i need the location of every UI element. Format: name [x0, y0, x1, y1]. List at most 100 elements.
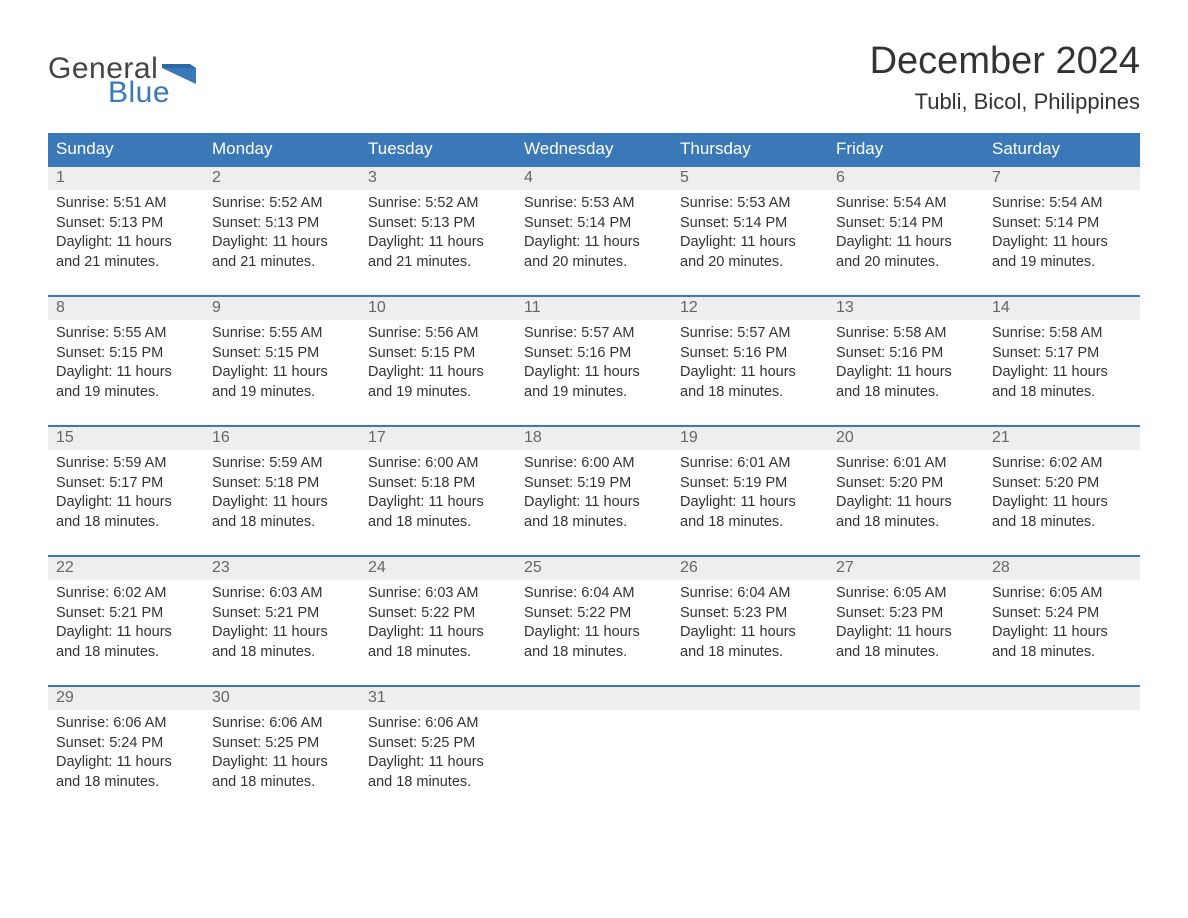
day-body: Sunrise: 6:02 AMSunset: 5:20 PMDaylight:… — [984, 450, 1140, 540]
day-body: Sunrise: 6:03 AMSunset: 5:21 PMDaylight:… — [204, 580, 360, 670]
day-number: 24 — [360, 557, 516, 580]
daylight-line-1: Daylight: 11 hours — [524, 233, 664, 253]
sunrise-line: Sunrise: 5:54 AM — [836, 194, 976, 214]
sunrise-line: Sunrise: 5:57 AM — [524, 324, 664, 344]
daylight-line-1: Daylight: 11 hours — [524, 623, 664, 643]
sunset-line: Sunset: 5:22 PM — [368, 604, 508, 624]
calendar-cell: 3Sunrise: 5:52 AMSunset: 5:13 PMDaylight… — [360, 166, 516, 296]
header: General Blue December 2024 Tubli, Bicol,… — [48, 40, 1140, 115]
sunset-line: Sunset: 5:23 PM — [680, 604, 820, 624]
day-body: Sunrise: 6:06 AMSunset: 5:24 PMDaylight:… — [48, 710, 204, 800]
sunrise-line: Sunrise: 6:03 AM — [212, 584, 352, 604]
day-body: Sunrise: 6:01 AMSunset: 5:19 PMDaylight:… — [672, 450, 828, 540]
sunset-line: Sunset: 5:21 PM — [212, 604, 352, 624]
day-body: Sunrise: 5:53 AMSunset: 5:14 PMDaylight:… — [672, 190, 828, 280]
sunset-line: Sunset: 5:19 PM — [524, 474, 664, 494]
day-body: Sunrise: 5:57 AMSunset: 5:16 PMDaylight:… — [672, 320, 828, 410]
daylight-line-2: and 19 minutes. — [524, 383, 664, 403]
logo: General Blue — [48, 40, 196, 108]
sunrise-line: Sunrise: 5:51 AM — [56, 194, 196, 214]
day-body: Sunrise: 5:55 AMSunset: 5:15 PMDaylight:… — [48, 320, 204, 410]
day-number: 23 — [204, 557, 360, 580]
daylight-line-1: Daylight: 11 hours — [680, 623, 820, 643]
daylight-line-2: and 21 minutes. — [368, 253, 508, 273]
day-number: 19 — [672, 427, 828, 450]
calendar-cell: 15Sunrise: 5:59 AMSunset: 5:17 PMDayligh… — [48, 426, 204, 556]
weekday-header: Monday — [204, 133, 360, 166]
sunset-line: Sunset: 5:16 PM — [524, 344, 664, 364]
day-body: Sunrise: 6:01 AMSunset: 5:20 PMDaylight:… — [828, 450, 984, 540]
day-body: Sunrise: 6:04 AMSunset: 5:23 PMDaylight:… — [672, 580, 828, 670]
day-body: Sunrise: 5:52 AMSunset: 5:13 PMDaylight:… — [360, 190, 516, 280]
calendar-cell: 21Sunrise: 6:02 AMSunset: 5:20 PMDayligh… — [984, 426, 1140, 556]
day-body: Sunrise: 6:05 AMSunset: 5:23 PMDaylight:… — [828, 580, 984, 670]
daylight-line-2: and 19 minutes. — [992, 253, 1132, 273]
calendar-cell: 13Sunrise: 5:58 AMSunset: 5:16 PMDayligh… — [828, 296, 984, 426]
sunset-line: Sunset: 5:18 PM — [212, 474, 352, 494]
sunrise-line: Sunrise: 5:55 AM — [56, 324, 196, 344]
calendar-cell: 17Sunrise: 6:00 AMSunset: 5:18 PMDayligh… — [360, 426, 516, 556]
calendar-cell: 1Sunrise: 5:51 AMSunset: 5:13 PMDaylight… — [48, 166, 204, 296]
day-number: 1 — [48, 167, 204, 190]
title-block: December 2024 Tubli, Bicol, Philippines — [870, 40, 1140, 115]
day-body: Sunrise: 5:51 AMSunset: 5:13 PMDaylight:… — [48, 190, 204, 280]
calendar-cell: 9Sunrise: 5:55 AMSunset: 5:15 PMDaylight… — [204, 296, 360, 426]
weekday-header: Tuesday — [360, 133, 516, 166]
daylight-line-2: and 19 minutes. — [56, 383, 196, 403]
calendar-cell — [516, 686, 672, 816]
sunrise-line: Sunrise: 5:52 AM — [368, 194, 508, 214]
sunrise-line: Sunrise: 5:56 AM — [368, 324, 508, 344]
sunrise-line: Sunrise: 5:59 AM — [56, 454, 196, 474]
day-number: 9 — [204, 297, 360, 320]
day-body: Sunrise: 6:00 AMSunset: 5:19 PMDaylight:… — [516, 450, 672, 540]
daylight-line-2: and 18 minutes. — [368, 513, 508, 533]
day-body: Sunrise: 6:06 AMSunset: 5:25 PMDaylight:… — [360, 710, 516, 800]
sunrise-line: Sunrise: 6:05 AM — [992, 584, 1132, 604]
calendar-cell: 24Sunrise: 6:03 AMSunset: 5:22 PMDayligh… — [360, 556, 516, 686]
calendar-cell: 31Sunrise: 6:06 AMSunset: 5:25 PMDayligh… — [360, 686, 516, 816]
calendar-week-row: 22Sunrise: 6:02 AMSunset: 5:21 PMDayligh… — [48, 556, 1140, 686]
daylight-line-2: and 18 minutes. — [836, 383, 976, 403]
daylight-line-1: Daylight: 11 hours — [368, 623, 508, 643]
daylight-line-2: and 21 minutes. — [212, 253, 352, 273]
sunrise-line: Sunrise: 5:59 AM — [212, 454, 352, 474]
weekday-header: Friday — [828, 133, 984, 166]
sunset-line: Sunset: 5:24 PM — [56, 734, 196, 754]
weekday-header: Thursday — [672, 133, 828, 166]
daylight-line-1: Daylight: 11 hours — [368, 233, 508, 253]
calendar-cell: 2Sunrise: 5:52 AMSunset: 5:13 PMDaylight… — [204, 166, 360, 296]
sunset-line: Sunset: 5:15 PM — [212, 344, 352, 364]
daylight-line-1: Daylight: 11 hours — [56, 363, 196, 383]
calendar-cell: 28Sunrise: 6:05 AMSunset: 5:24 PMDayligh… — [984, 556, 1140, 686]
calendar-cell: 29Sunrise: 6:06 AMSunset: 5:24 PMDayligh… — [48, 686, 204, 816]
daylight-line-1: Daylight: 11 hours — [368, 753, 508, 773]
sunrise-line: Sunrise: 6:01 AM — [836, 454, 976, 474]
calendar-cell: 11Sunrise: 5:57 AMSunset: 5:16 PMDayligh… — [516, 296, 672, 426]
day-body: Sunrise: 5:58 AMSunset: 5:17 PMDaylight:… — [984, 320, 1140, 410]
calendar-cell: 20Sunrise: 6:01 AMSunset: 5:20 PMDayligh… — [828, 426, 984, 556]
sunrise-line: Sunrise: 6:04 AM — [680, 584, 820, 604]
calendar-cell: 23Sunrise: 6:03 AMSunset: 5:21 PMDayligh… — [204, 556, 360, 686]
calendar-cell: 12Sunrise: 5:57 AMSunset: 5:16 PMDayligh… — [672, 296, 828, 426]
day-number: 11 — [516, 297, 672, 320]
daylight-line-2: and 18 minutes. — [680, 643, 820, 663]
sunrise-line: Sunrise: 5:55 AM — [212, 324, 352, 344]
day-body: Sunrise: 5:59 AMSunset: 5:17 PMDaylight:… — [48, 450, 204, 540]
daylight-line-2: and 18 minutes. — [992, 643, 1132, 663]
daylight-line-2: and 18 minutes. — [56, 773, 196, 793]
sunset-line: Sunset: 5:23 PM — [836, 604, 976, 624]
daylight-line-2: and 18 minutes. — [212, 513, 352, 533]
daylight-line-2: and 20 minutes. — [680, 253, 820, 273]
sunset-line: Sunset: 5:14 PM — [680, 214, 820, 234]
daylight-line-2: and 20 minutes. — [836, 253, 976, 273]
day-number-empty — [984, 687, 1140, 710]
sunrise-line: Sunrise: 6:02 AM — [992, 454, 1132, 474]
sunrise-line: Sunrise: 6:04 AM — [524, 584, 664, 604]
daylight-line-2: and 18 minutes. — [56, 643, 196, 663]
daylight-line-1: Daylight: 11 hours — [992, 233, 1132, 253]
daylight-line-2: and 18 minutes. — [992, 383, 1132, 403]
day-number: 10 — [360, 297, 516, 320]
sunrise-line: Sunrise: 5:58 AM — [836, 324, 976, 344]
day-number: 13 — [828, 297, 984, 320]
weekday-header: Sunday — [48, 133, 204, 166]
